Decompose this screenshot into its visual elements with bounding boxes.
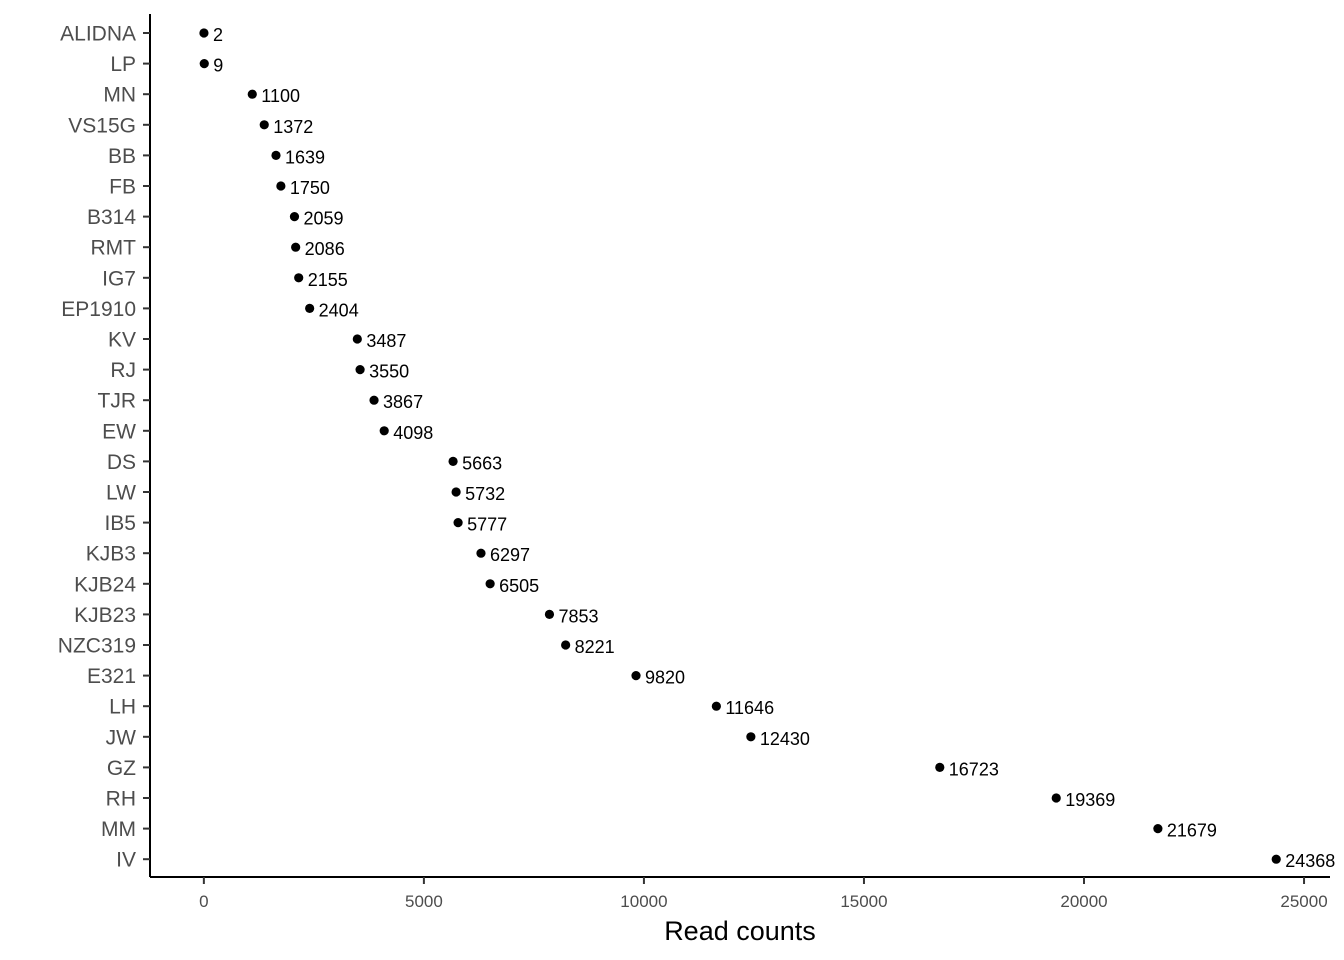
plot-area: 0 5000 10000 15000 20000 25000 ALIDNA 2 LP 9 MN 110… bbox=[58, 14, 1335, 911]
x-tick-label: 25000 bbox=[1280, 892, 1327, 911]
data-label: 6297 bbox=[490, 545, 530, 565]
category-label: EW bbox=[102, 420, 136, 443]
x-tick-label: 15000 bbox=[840, 892, 887, 911]
category-label: IV bbox=[116, 849, 136, 872]
data-point bbox=[355, 365, 365, 375]
data-point bbox=[746, 732, 756, 742]
data-label: 1100 bbox=[261, 86, 300, 106]
x-axis-title: Read counts bbox=[664, 916, 816, 946]
category-label: MN bbox=[103, 84, 136, 107]
x-tick-label: 5000 bbox=[405, 892, 443, 911]
data-point bbox=[631, 671, 641, 681]
data-point bbox=[379, 426, 389, 436]
data-point bbox=[369, 395, 379, 405]
category-label: KJB24 bbox=[74, 573, 136, 596]
data-point bbox=[199, 28, 209, 38]
data-point bbox=[1271, 854, 1281, 864]
data-label: 4098 bbox=[393, 423, 433, 443]
data-label: 3487 bbox=[366, 331, 406, 351]
data-point bbox=[544, 609, 555, 620]
category-label: NZC319 bbox=[58, 635, 136, 658]
data-point bbox=[305, 303, 315, 313]
category-label: KV bbox=[108, 329, 136, 352]
category-label: LP bbox=[110, 53, 136, 76]
x-tick-label: 10000 bbox=[620, 892, 667, 911]
data-label: 2155 bbox=[308, 270, 348, 290]
category-label: VS15G bbox=[68, 114, 136, 137]
data-label: 2086 bbox=[305, 239, 345, 259]
category-label: FB bbox=[109, 176, 136, 199]
data-point bbox=[294, 273, 304, 283]
data-point bbox=[291, 242, 301, 252]
category-label: MM bbox=[101, 818, 136, 841]
category-label: KJB3 bbox=[86, 543, 136, 566]
data-point bbox=[199, 59, 209, 69]
data-point bbox=[935, 762, 945, 773]
data-label: 5732 bbox=[465, 484, 505, 504]
data-point bbox=[485, 579, 495, 589]
category-label: B314 bbox=[87, 206, 136, 229]
category-label: LH bbox=[109, 696, 136, 719]
category-label: TJR bbox=[98, 390, 137, 413]
data-point bbox=[711, 701, 721, 711]
data-label: 5663 bbox=[462, 453, 502, 473]
data-label: 24368 bbox=[1285, 851, 1335, 871]
data-label: 1639 bbox=[285, 147, 325, 167]
data-point bbox=[448, 456, 458, 466]
data-point bbox=[561, 640, 571, 650]
x-tick-label: 20000 bbox=[1060, 892, 1107, 911]
data-point bbox=[1153, 824, 1163, 834]
category-label: KJB23 bbox=[74, 604, 136, 627]
data-point bbox=[1051, 793, 1061, 803]
data-label: 7853 bbox=[558, 606, 598, 626]
data-label: 2404 bbox=[319, 300, 359, 320]
category-label: DS bbox=[107, 451, 136, 474]
data-label: 12430 bbox=[760, 729, 810, 749]
data-label: 2 bbox=[213, 25, 223, 45]
data-label: 6505 bbox=[499, 576, 539, 596]
category-label: IG7 bbox=[102, 267, 136, 290]
data-label: 3550 bbox=[369, 362, 409, 382]
data-label: 2059 bbox=[303, 209, 343, 229]
data-point bbox=[289, 212, 300, 222]
category-label: RMT bbox=[91, 237, 137, 260]
data-label: 1750 bbox=[290, 178, 330, 198]
data-point bbox=[476, 548, 486, 558]
category-label: LW bbox=[106, 482, 136, 505]
category-label: IB5 bbox=[104, 512, 136, 535]
category-label: JW bbox=[106, 726, 137, 749]
data-point bbox=[453, 518, 463, 528]
data-point bbox=[259, 120, 269, 130]
data-point bbox=[276, 181, 286, 191]
data-point bbox=[451, 487, 461, 497]
category-label: E321 bbox=[87, 665, 136, 688]
data-label: 21679 bbox=[1167, 821, 1217, 841]
data-label: 9820 bbox=[645, 668, 685, 688]
data-label: 8221 bbox=[575, 637, 615, 657]
data-label: 5777 bbox=[467, 515, 507, 535]
data-point bbox=[247, 89, 257, 99]
data-point bbox=[352, 334, 362, 344]
category-label: BB bbox=[108, 145, 136, 168]
data-label: 11646 bbox=[725, 698, 774, 718]
category-label: RJ bbox=[110, 359, 136, 382]
data-label: 19369 bbox=[1065, 790, 1115, 810]
data-point bbox=[271, 150, 281, 160]
data-label: 9 bbox=[213, 56, 223, 76]
data-label: 16723 bbox=[949, 759, 999, 779]
category-label: EP1910 bbox=[61, 298, 136, 321]
data-label: 1372 bbox=[273, 117, 313, 137]
category-label: RH bbox=[106, 788, 136, 811]
category-label: GZ bbox=[107, 757, 136, 780]
x-tick-label: 0 bbox=[199, 892, 208, 911]
category-label: ALIDNA bbox=[60, 23, 136, 46]
data-label: 3867 bbox=[383, 392, 423, 412]
